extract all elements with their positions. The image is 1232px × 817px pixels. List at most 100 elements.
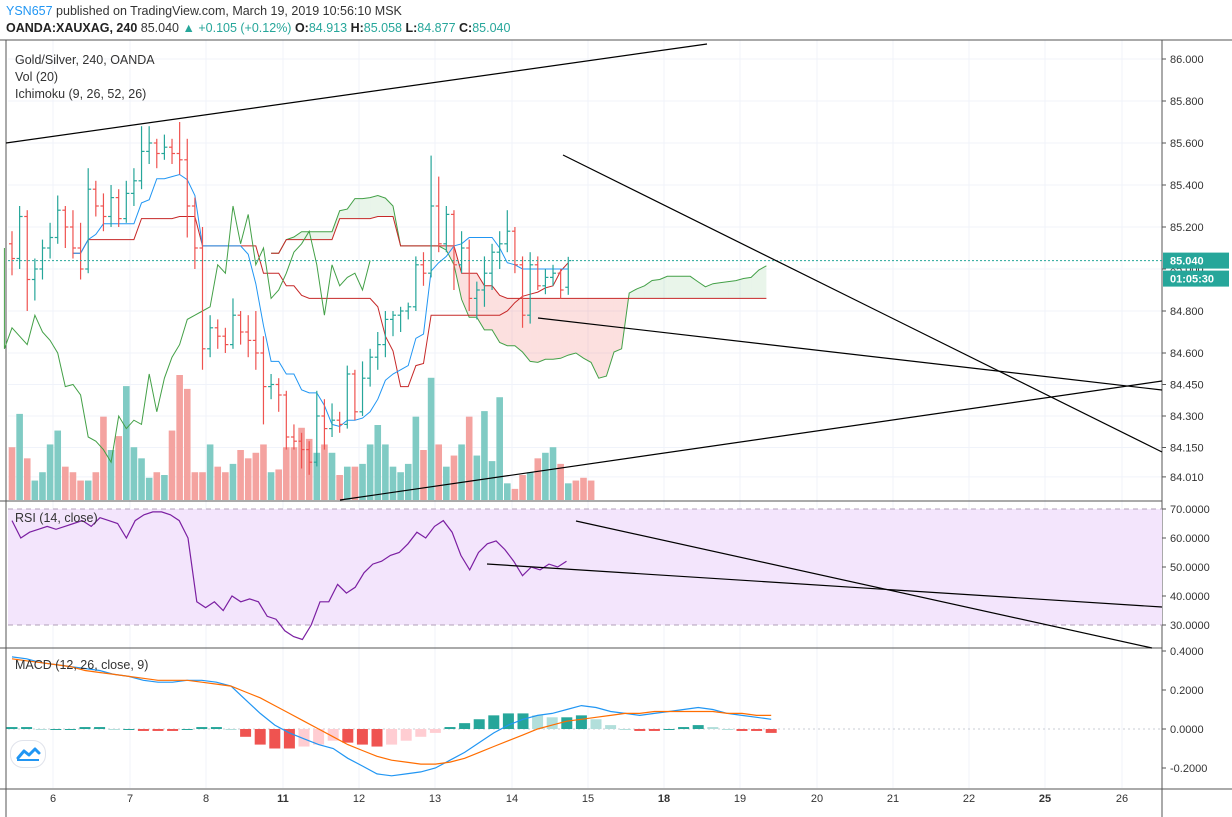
ohlc-bar: [62, 206, 69, 248]
ohlc-bar: [214, 319, 221, 349]
ohlc-bar: [207, 315, 214, 358]
ichimoku-cloud-segment: [659, 276, 668, 299]
macd-histogram-bar: [663, 729, 675, 730]
macd-histogram-bar: [371, 729, 383, 747]
legend-macd[interactable]: MACD (12, 26, close, 9): [15, 658, 149, 672]
volume-bar: [488, 461, 496, 500]
ichimoku-cloud-segment: [591, 298, 599, 379]
ichimoku-cloud-segment: [476, 273, 485, 330]
ohlc-bar: [519, 256, 526, 328]
trendline-rising-support: [339, 380, 1163, 501]
trendline-upper-channel: [5, 43, 708, 144]
ohlc-bar: [191, 197, 198, 269]
macd-histogram-bar: [590, 719, 602, 729]
time-tick-label: 26: [1116, 793, 1128, 805]
ohlc-bar: [306, 441, 313, 475]
volume-bar: [100, 416, 107, 500]
volume-bar: [267, 472, 275, 500]
macd-histogram-bar: [415, 729, 427, 737]
ichimoku-cloud-segment: [484, 285, 493, 330]
ohlc-bar: [565, 256, 572, 295]
volume-bar: [283, 447, 290, 500]
volume-bar: [526, 472, 534, 500]
macd-histogram-bar: [225, 729, 237, 730]
legend-title[interactable]: Gold/Silver, 240, OANDA: [15, 53, 155, 67]
macd-histogram-bar: [269, 729, 281, 749]
ohlc-bar: [435, 176, 442, 253]
macd-histogram-bar: [123, 729, 135, 730]
time-tick-label: 6: [50, 793, 56, 805]
price-tick-label: 85.400: [1170, 180, 1204, 192]
legend-ichimoku[interactable]: Ichimoku (9, 26, 52, 26): [15, 87, 147, 101]
ohlc-bar: [199, 227, 206, 370]
volume-bar: [382, 444, 389, 500]
macd-histogram-bar: [240, 729, 252, 737]
ohlc-bar: [511, 227, 518, 274]
volume-bar: [183, 388, 191, 500]
ichimoku-cloud-segment: [728, 280, 736, 299]
volume-bar: [84, 480, 92, 500]
tradingview-logo-button[interactable]: [10, 740, 46, 768]
legend-vol[interactable]: Vol (20): [15, 70, 59, 84]
macd-histogram-bar: [765, 729, 777, 733]
ichimoku-cloud-segment: [667, 276, 675, 299]
low-label: L:: [405, 21, 418, 35]
volume-bar: [443, 466, 450, 500]
ohlc-bar: [39, 239, 46, 280]
ohlc-bar: [397, 306, 404, 332]
macd-histogram-bar: [79, 727, 91, 729]
ohlc-bar: [412, 256, 419, 311]
ichimoku-cloud-segment: [347, 198, 355, 219]
ohlc-bar: [24, 210, 31, 311]
ohlc-bar: [450, 210, 457, 290]
ichimoku-cloud-segment: [370, 195, 378, 219]
volume-bar: [244, 458, 252, 500]
ichimoku-cloud-segment: [682, 276, 691, 299]
ohlc-bar: [290, 424, 297, 450]
ichimoku-cloud-segment: [545, 298, 554, 360]
time-tick-label: 14: [506, 793, 518, 805]
ohlc-bar: [229, 298, 236, 349]
ohlc-bar: [351, 369, 358, 421]
volume-bar: [206, 444, 214, 500]
ohlc-bar: [108, 185, 115, 227]
ohlc-bar: [176, 122, 183, 175]
ichimoku-cloud-segment: [743, 277, 752, 299]
volume-bar: [587, 480, 595, 500]
ichimoku-cloud-segment: [758, 265, 767, 299]
rsi-tick-label: 30.0000: [1170, 620, 1210, 632]
author-link[interactable]: YSN657: [6, 4, 53, 18]
rsi-band: [8, 509, 1162, 625]
ohlc-bar: [161, 134, 168, 160]
volume-bar: [572, 480, 580, 500]
volume-bar: [46, 444, 54, 500]
volume-bar: [275, 469, 282, 500]
volume-bar: [504, 483, 511, 500]
macd-histogram-bar: [327, 729, 339, 741]
last-price-tag: [1163, 252, 1229, 269]
rsi-tick-label: 60.0000: [1170, 533, 1210, 545]
volume-bar: [557, 463, 564, 500]
ichimoku-cloud-segment: [560, 298, 569, 359]
volume-bar: [351, 466, 359, 500]
volume-bar: [511, 488, 519, 500]
ohlc-bar: [31, 258, 38, 301]
publish-line: YSN657 published on TradingView.com, Mar…: [6, 4, 402, 18]
legend-rsi[interactable]: RSI (14, close): [15, 511, 98, 525]
macd-histogram-bar: [736, 729, 748, 731]
macd-histogram-bar: [137, 729, 149, 731]
ohlc-bar: [329, 403, 336, 437]
trendline-falling-support: [537, 317, 1163, 391]
macd-histogram-bar: [283, 729, 295, 749]
ohlc-bar: [458, 231, 465, 274]
ohlc-bar: [504, 210, 511, 253]
ichimoku-cloud-segment: [316, 231, 325, 240]
ichimoku-cloud-segment: [362, 197, 371, 219]
ohlc-bar: [9, 231, 15, 276]
open-value: 84.913: [308, 21, 348, 35]
volume-bar: [138, 458, 145, 500]
ohlc-bar: [473, 281, 480, 320]
ohlc-bar: [443, 206, 450, 253]
volume-bar: [16, 413, 23, 500]
